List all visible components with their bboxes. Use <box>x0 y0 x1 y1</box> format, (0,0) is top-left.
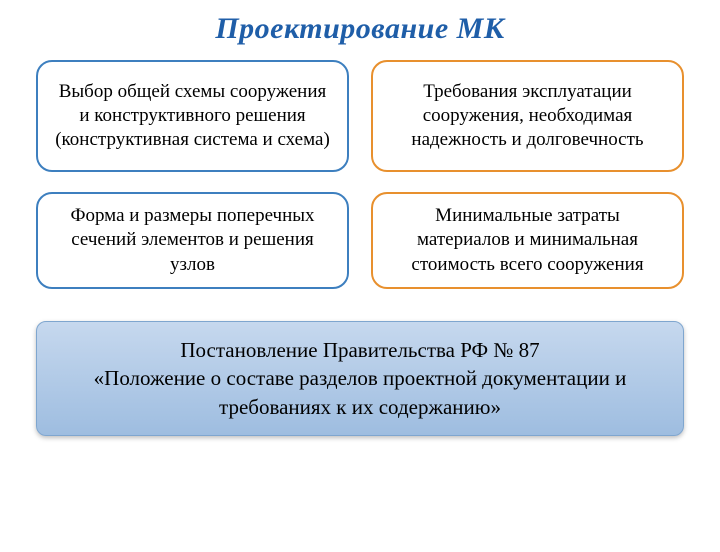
box-minimal-cost: Минимальные затраты материалов и минимал… <box>371 192 684 289</box>
box-scheme-choice: Выбор общей схемы сооружения и конструкт… <box>36 60 349 172</box>
box-grid: Выбор общей схемы сооружения и конструкт… <box>0 60 720 289</box>
box-text: Минимальные затраты материалов и минимал… <box>387 204 668 277</box>
box-text: Выбор общей схемы сооружения и конструкт… <box>52 80 333 153</box>
box-operation-requirements: Требования эксплуатации сооружения, необ… <box>371 60 684 172</box>
footer-decree: Постановление Правительства РФ № 87 «Пол… <box>36 321 684 436</box>
footer-line1: Постановление Правительства РФ № 87 <box>59 336 661 364</box>
box-text: Требования эксплуатации сооружения, необ… <box>387 80 668 153</box>
box-cross-section: Форма и размеры поперечных сечений элеме… <box>36 192 349 289</box>
box-text: Форма и размеры поперечных сечений элеме… <box>52 204 333 277</box>
page-title: Проектирование МК <box>0 12 720 46</box>
footer-line2: «Положение о составе разделов проектной … <box>59 364 661 421</box>
